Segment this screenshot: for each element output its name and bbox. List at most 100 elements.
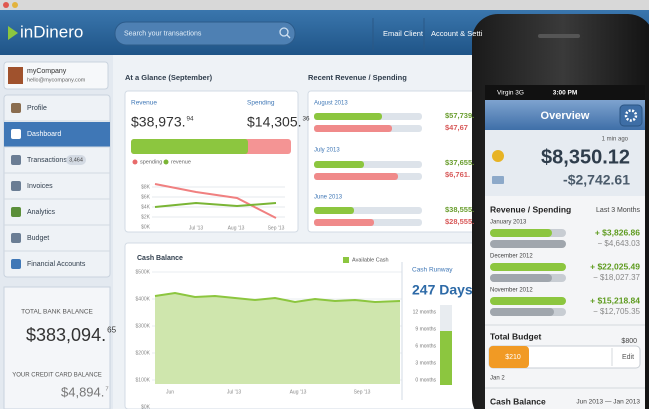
runway-title: Cash Runway (412, 267, 453, 274)
credit-balance: $4,894. (61, 384, 104, 399)
y-tick-label: $4K (141, 204, 151, 210)
menu-item[interactable]: Budget (27, 235, 49, 242)
badge (66, 155, 86, 165)
y-tick-label: $0K (141, 224, 151, 230)
y-tick-label: $400K (136, 296, 151, 302)
settings-button[interactable] (619, 104, 643, 127)
revenue-amount: $38,973. (131, 114, 186, 130)
screen-title: Overview (541, 110, 590, 122)
y-tick-label: $8K (141, 184, 151, 190)
menu-item[interactable]: Invoices (27, 183, 53, 190)
y-tick-label: $2K (141, 214, 151, 220)
revenue-amount-cents: 94 (187, 115, 195, 122)
x-tick-label: Jun (166, 389, 174, 395)
cash-line (154, 291, 401, 304)
menu-item[interactable]: Analytics (27, 209, 56, 216)
spending-line (154, 183, 277, 219)
revenue-amount: $37,655. (445, 158, 474, 167)
credit-label: YOUR CREDIT CARD BALANCE (12, 373, 102, 379)
credit: -$2,742.61 (563, 172, 630, 188)
y-tick-label: $6K (141, 194, 151, 200)
search-box[interactable] (114, 21, 296, 46)
runway-tick-label: 9 months (415, 326, 436, 332)
budget-fill (489, 346, 529, 368)
y-tick-label: $200K (136, 350, 151, 356)
legend-swatch (343, 257, 349, 263)
company-name: myCompany (27, 68, 67, 75)
revenue-bar (131, 139, 248, 154)
menu-icon (11, 207, 21, 217)
revenue-amount: $57,739. (445, 111, 474, 120)
spending-amount: − $4,643.03 (598, 239, 641, 248)
budget-spent: $210 (505, 354, 521, 361)
window-button[interactable] (3, 2, 9, 8)
x-tick-label: Sep '13 (354, 389, 371, 395)
menu-icon (11, 103, 21, 113)
search-icon (279, 27, 289, 37)
menu-item[interactable]: Dashboard (27, 131, 61, 138)
menu-active[interactable] (4, 122, 110, 147)
legend-dot (132, 159, 138, 165)
legend-label: spending (140, 159, 162, 165)
spending-amount: $6,761. (445, 170, 470, 179)
clock: 3:00 PM (553, 90, 578, 97)
budget-edit[interactable]: Edit (622, 354, 634, 361)
avatar (8, 67, 23, 84)
budget-date: Jan 2 (490, 376, 505, 382)
menu-item[interactable]: Financial Accounts (27, 261, 86, 268)
section-title: At a Glance (September) (125, 73, 213, 82)
menu-item[interactable]: Profile (27, 105, 47, 112)
runway-tick-label: 3 months (415, 360, 436, 366)
status-bar (485, 85, 645, 100)
month-label: December 2012 (490, 254, 533, 260)
menu-icon (11, 129, 21, 139)
company-box[interactable] (3, 61, 109, 90)
speaker (538, 34, 580, 38)
updated: 1 min ago (602, 137, 629, 143)
revenue-amount: + $15,218.84 (590, 295, 640, 305)
coin-icon (492, 150, 504, 162)
spending-label: Spending (247, 100, 275, 107)
revenue-amount: + $22,025.49 (590, 261, 640, 271)
revenue-line (154, 201, 277, 208)
month-label: July 2013 (314, 148, 340, 154)
gear-icon (624, 109, 638, 122)
cash-period: Jun 2013 — Jan 2013 (576, 399, 640, 406)
spending-amount: − $18,027.37 (593, 273, 640, 282)
menu-icon (11, 155, 21, 165)
search-icon (286, 34, 291, 39)
menu-item[interactable]: Transactions (27, 157, 67, 164)
balance-area (485, 130, 645, 196)
nav-link[interactable]: Account & Setti (431, 29, 483, 38)
section-title: Revenue / Spending (490, 204, 571, 214)
x-tick-label: Sep '13 (268, 225, 285, 231)
y-tick-label: $0K (141, 404, 151, 409)
balance-panel (3, 286, 111, 409)
spending-amount-cents: 36 (303, 115, 311, 122)
budget-total: $800 (621, 338, 637, 345)
spending-amount: $14,305. (247, 114, 302, 130)
logo-icon (8, 26, 18, 40)
month-label: August 2013 (314, 101, 348, 107)
company-email: hello@mycompany.com (27, 77, 86, 83)
nav-bar (485, 100, 645, 130)
cash-area (155, 293, 400, 384)
nav-link[interactable]: Email Client (383, 29, 424, 38)
credit-balance-cents: 7 (105, 387, 108, 393)
x-tick-label: Aug '13 (228, 225, 245, 231)
window-button[interactable] (12, 2, 18, 8)
mini-grid (152, 186, 285, 218)
carrier: Virgin 3G (497, 90, 524, 97)
menu-icon (11, 233, 21, 243)
cash-title: Cash Balance (490, 396, 546, 406)
runway-days: 247 Days (412, 282, 473, 298)
balance-label: TOTAL BANK BALANCE (21, 309, 93, 316)
legend-dot (163, 159, 169, 165)
legend-label: Available Cash (352, 257, 389, 263)
x-tick-label: Jul '13 (227, 389, 242, 395)
runway-tick-label: 6 months (415, 343, 436, 349)
badge-count: 3,464 (69, 157, 83, 163)
y-tick-label: $100K (136, 377, 151, 383)
